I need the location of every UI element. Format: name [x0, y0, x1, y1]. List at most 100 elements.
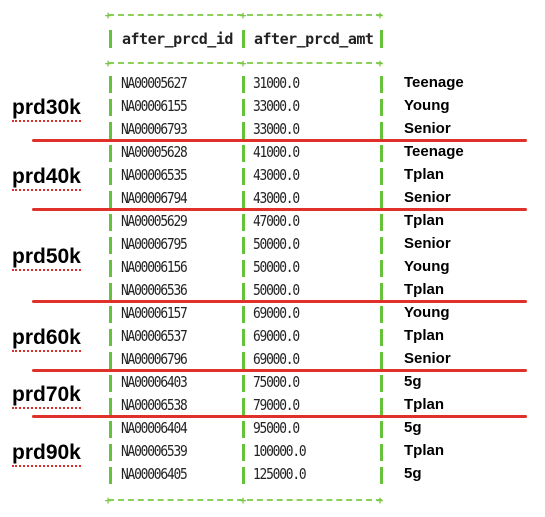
row-bar-middle	[242, 375, 245, 392]
row-bar-left	[109, 283, 112, 300]
row-id-cell: NA00006157	[121, 304, 188, 322]
row-id-cell: NA00006537	[121, 327, 188, 345]
column-header-id: after_prcd_id	[122, 30, 233, 48]
group-label: prd40k	[12, 165, 81, 191]
row-id-cell: NA00006404	[121, 419, 188, 437]
row-bar-middle	[242, 168, 245, 185]
row-tag-label: Tplan	[404, 212, 444, 229]
table-bottom-border: + + +	[104, 494, 384, 507]
row-id-cell: NA00006403	[121, 373, 188, 391]
row-bar-middle	[242, 191, 245, 208]
row-tag-label: Teenage	[404, 74, 464, 91]
row-bar-middle	[242, 260, 245, 277]
column-header-amt: after_prcd_amt	[254, 30, 374, 48]
row-amt-cell: 33000.0	[253, 97, 300, 115]
row-bar-left	[109, 191, 112, 208]
row-id-cell: NA00005629	[121, 212, 188, 230]
row-tag-label: Senior	[404, 189, 451, 206]
row-bar-right	[380, 145, 383, 162]
row-amt-cell: 100000.0	[253, 442, 307, 460]
spellcheck-underline	[12, 269, 81, 271]
row-bar-middle	[242, 398, 245, 415]
row-bar-right	[380, 467, 383, 484]
group-separator	[32, 415, 527, 418]
row-bar-middle	[242, 237, 245, 254]
group-label: prd50k	[12, 245, 81, 271]
row-bar-left	[109, 99, 112, 116]
row-tag-label: Tplan	[404, 281, 444, 298]
row-id-cell: NA00006405	[121, 465, 188, 483]
row-bar-right	[380, 329, 383, 346]
row-bar-middle	[242, 352, 245, 369]
row-amt-cell: 43000.0	[253, 189, 300, 207]
row-amt-cell: 43000.0	[253, 166, 300, 184]
row-bar-left	[109, 76, 112, 93]
row-bar-left	[109, 375, 112, 392]
row-bar-left	[109, 444, 112, 461]
row-bar-left	[109, 421, 112, 438]
row-tag-label: Senior	[404, 350, 451, 367]
row-id-cell: NA00006535	[121, 166, 188, 184]
row-amt-cell: 69000.0	[253, 350, 300, 368]
row-bar-right	[380, 352, 383, 369]
row-id-cell: NA00006794	[121, 189, 188, 207]
row-bar-left	[109, 352, 112, 369]
row-bar-middle	[242, 122, 245, 139]
row-bar-right	[380, 191, 383, 208]
row-bar-middle	[242, 329, 245, 346]
row-bar-right	[380, 283, 383, 300]
row-amt-cell: 31000.0	[253, 74, 300, 92]
header-bar-left	[109, 30, 112, 48]
row-id-cell: NA00006539	[121, 442, 188, 460]
row-id-cell: NA00006536	[121, 281, 188, 299]
row-bar-right	[380, 375, 383, 392]
row-bar-right	[380, 122, 383, 139]
row-bar-left	[109, 398, 112, 415]
row-tag-label: Tplan	[404, 396, 444, 413]
row-bar-middle	[242, 467, 245, 484]
row-amt-cell: 33000.0	[253, 120, 300, 138]
group-separator	[32, 139, 527, 142]
row-amt-cell: 95000.0	[253, 419, 300, 437]
row-bar-left	[109, 122, 112, 139]
spellcheck-underline	[12, 407, 81, 409]
group-separator	[32, 300, 527, 303]
row-bar-right	[380, 260, 383, 277]
row-bar-middle	[242, 99, 245, 116]
row-amt-cell: 41000.0	[253, 143, 300, 161]
row-tag-label: Young	[404, 304, 450, 321]
row-bar-right	[380, 306, 383, 323]
row-bar-middle	[242, 421, 245, 438]
row-amt-cell: 50000.0	[253, 281, 300, 299]
row-tag-label: 5g	[404, 465, 422, 482]
table-header-border: + + +	[104, 57, 384, 70]
row-bar-left	[109, 467, 112, 484]
spellcheck-underline	[12, 464, 81, 467]
row-id-cell: NA00006538	[121, 396, 188, 414]
row-bar-middle	[242, 145, 245, 162]
row-id-cell: NA00006156	[121, 258, 188, 276]
row-bar-middle	[242, 283, 245, 300]
row-tag-label: Teenage	[404, 143, 464, 160]
row-tag-label: 5g	[404, 373, 422, 390]
row-amt-cell: 75000.0	[253, 373, 300, 391]
group-separator	[32, 369, 527, 372]
spellcheck-underline	[12, 349, 81, 352]
row-id-cell: NA00005628	[121, 143, 188, 161]
row-tag-label: Senior	[404, 235, 451, 252]
row-bar-left	[109, 306, 112, 323]
row-tag-label: Tplan	[404, 166, 444, 183]
group-label: prd70k	[12, 383, 81, 409]
row-amt-cell: 79000.0	[253, 396, 300, 414]
row-id-cell: NA00006155	[121, 97, 188, 115]
row-id-cell: NA00006793	[121, 120, 188, 138]
row-bar-right	[380, 214, 383, 231]
row-amt-cell: 47000.0	[253, 212, 300, 230]
table-top-border: + + +	[104, 9, 384, 22]
row-bar-right	[380, 444, 383, 461]
row-bar-middle	[242, 76, 245, 93]
row-tag-label: Young	[404, 97, 450, 114]
row-bar-right	[380, 421, 383, 438]
row-bar-middle	[242, 306, 245, 323]
